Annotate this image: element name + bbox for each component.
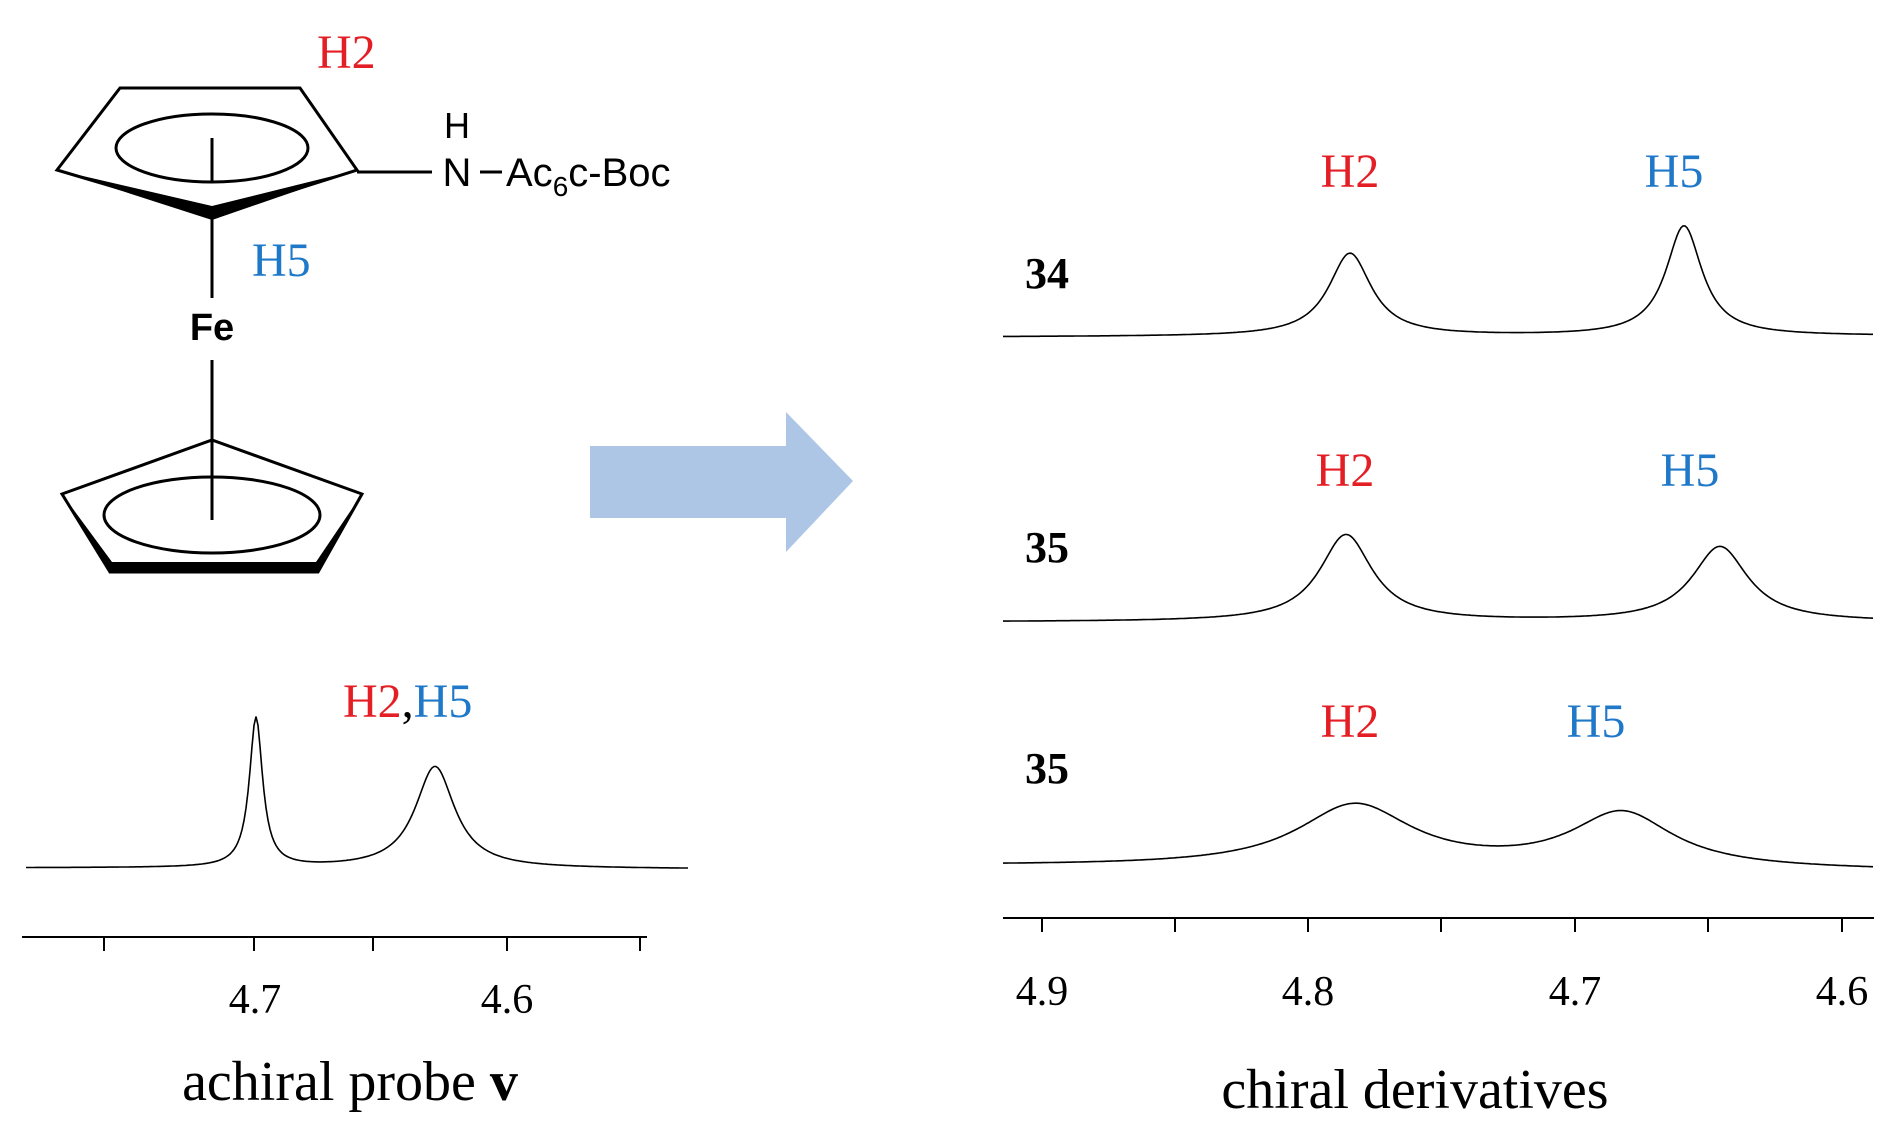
row2-spectrum-trace [1003,533,1874,622]
upper-cp-wedge [57,170,357,220]
chiral-caption: chiral derivatives [1221,1059,1608,1121]
achiral-tick-4.7: 4.7 [229,977,282,1023]
ferrocene-structure: Fe H N Ac6c-Boc H2 H5 [54,26,671,574]
transformation-arrow [590,412,853,552]
chiral-tick-4.6: 4.6 [1816,969,1869,1015]
row3-spectrum-trace [1003,802,1873,868]
chiral-tick-4.9: 4.9 [1016,969,1069,1015]
fe-label: Fe [190,307,234,349]
row2-compound-label: 35 [1025,523,1069,572]
chiral-spectra: H2 H5 34 H2 H5 35 H2 H5 35 4.9 4.8 4.7 4… [1003,145,1874,1121]
achiral-caption: achiral probe v [182,1051,518,1113]
nh-h-label: H [444,105,470,146]
row3-h5-label: H5 [1567,695,1626,748]
achiral-axis-ticks [103,937,641,951]
chiral-axis-ticks [1041,918,1843,932]
row1-h2-label: H2 [1321,145,1380,198]
achiral-spectrum-trace [26,716,688,869]
row3-compound-label: 35 [1025,744,1069,793]
achiral-spectrum: H2,H5 4.7 4.6 achiral probe v [22,675,688,1113]
achiral-peak-label: H2,H5 [343,675,472,728]
row3-h2-label: H2 [1321,695,1380,748]
chiral-tick-4.7: 4.7 [1549,969,1602,1015]
n-label: N [443,151,472,195]
row1-spectrum-trace [1003,225,1873,338]
row2-h2-label: H2 [1316,444,1375,497]
upper-cp-ring [54,86,360,218]
structure-h2-label: H2 [317,26,376,79]
row2-h5-label: H5 [1661,444,1720,497]
row1-compound-label: 34 [1025,249,1069,298]
achiral-tick-4.6: 4.6 [481,977,534,1023]
row1-h5-label: H5 [1645,145,1704,198]
chiral-tick-4.8: 4.8 [1282,969,1335,1015]
structure-h5-label: H5 [252,234,311,287]
substituent-label: Ac6c-Boc [506,151,671,202]
